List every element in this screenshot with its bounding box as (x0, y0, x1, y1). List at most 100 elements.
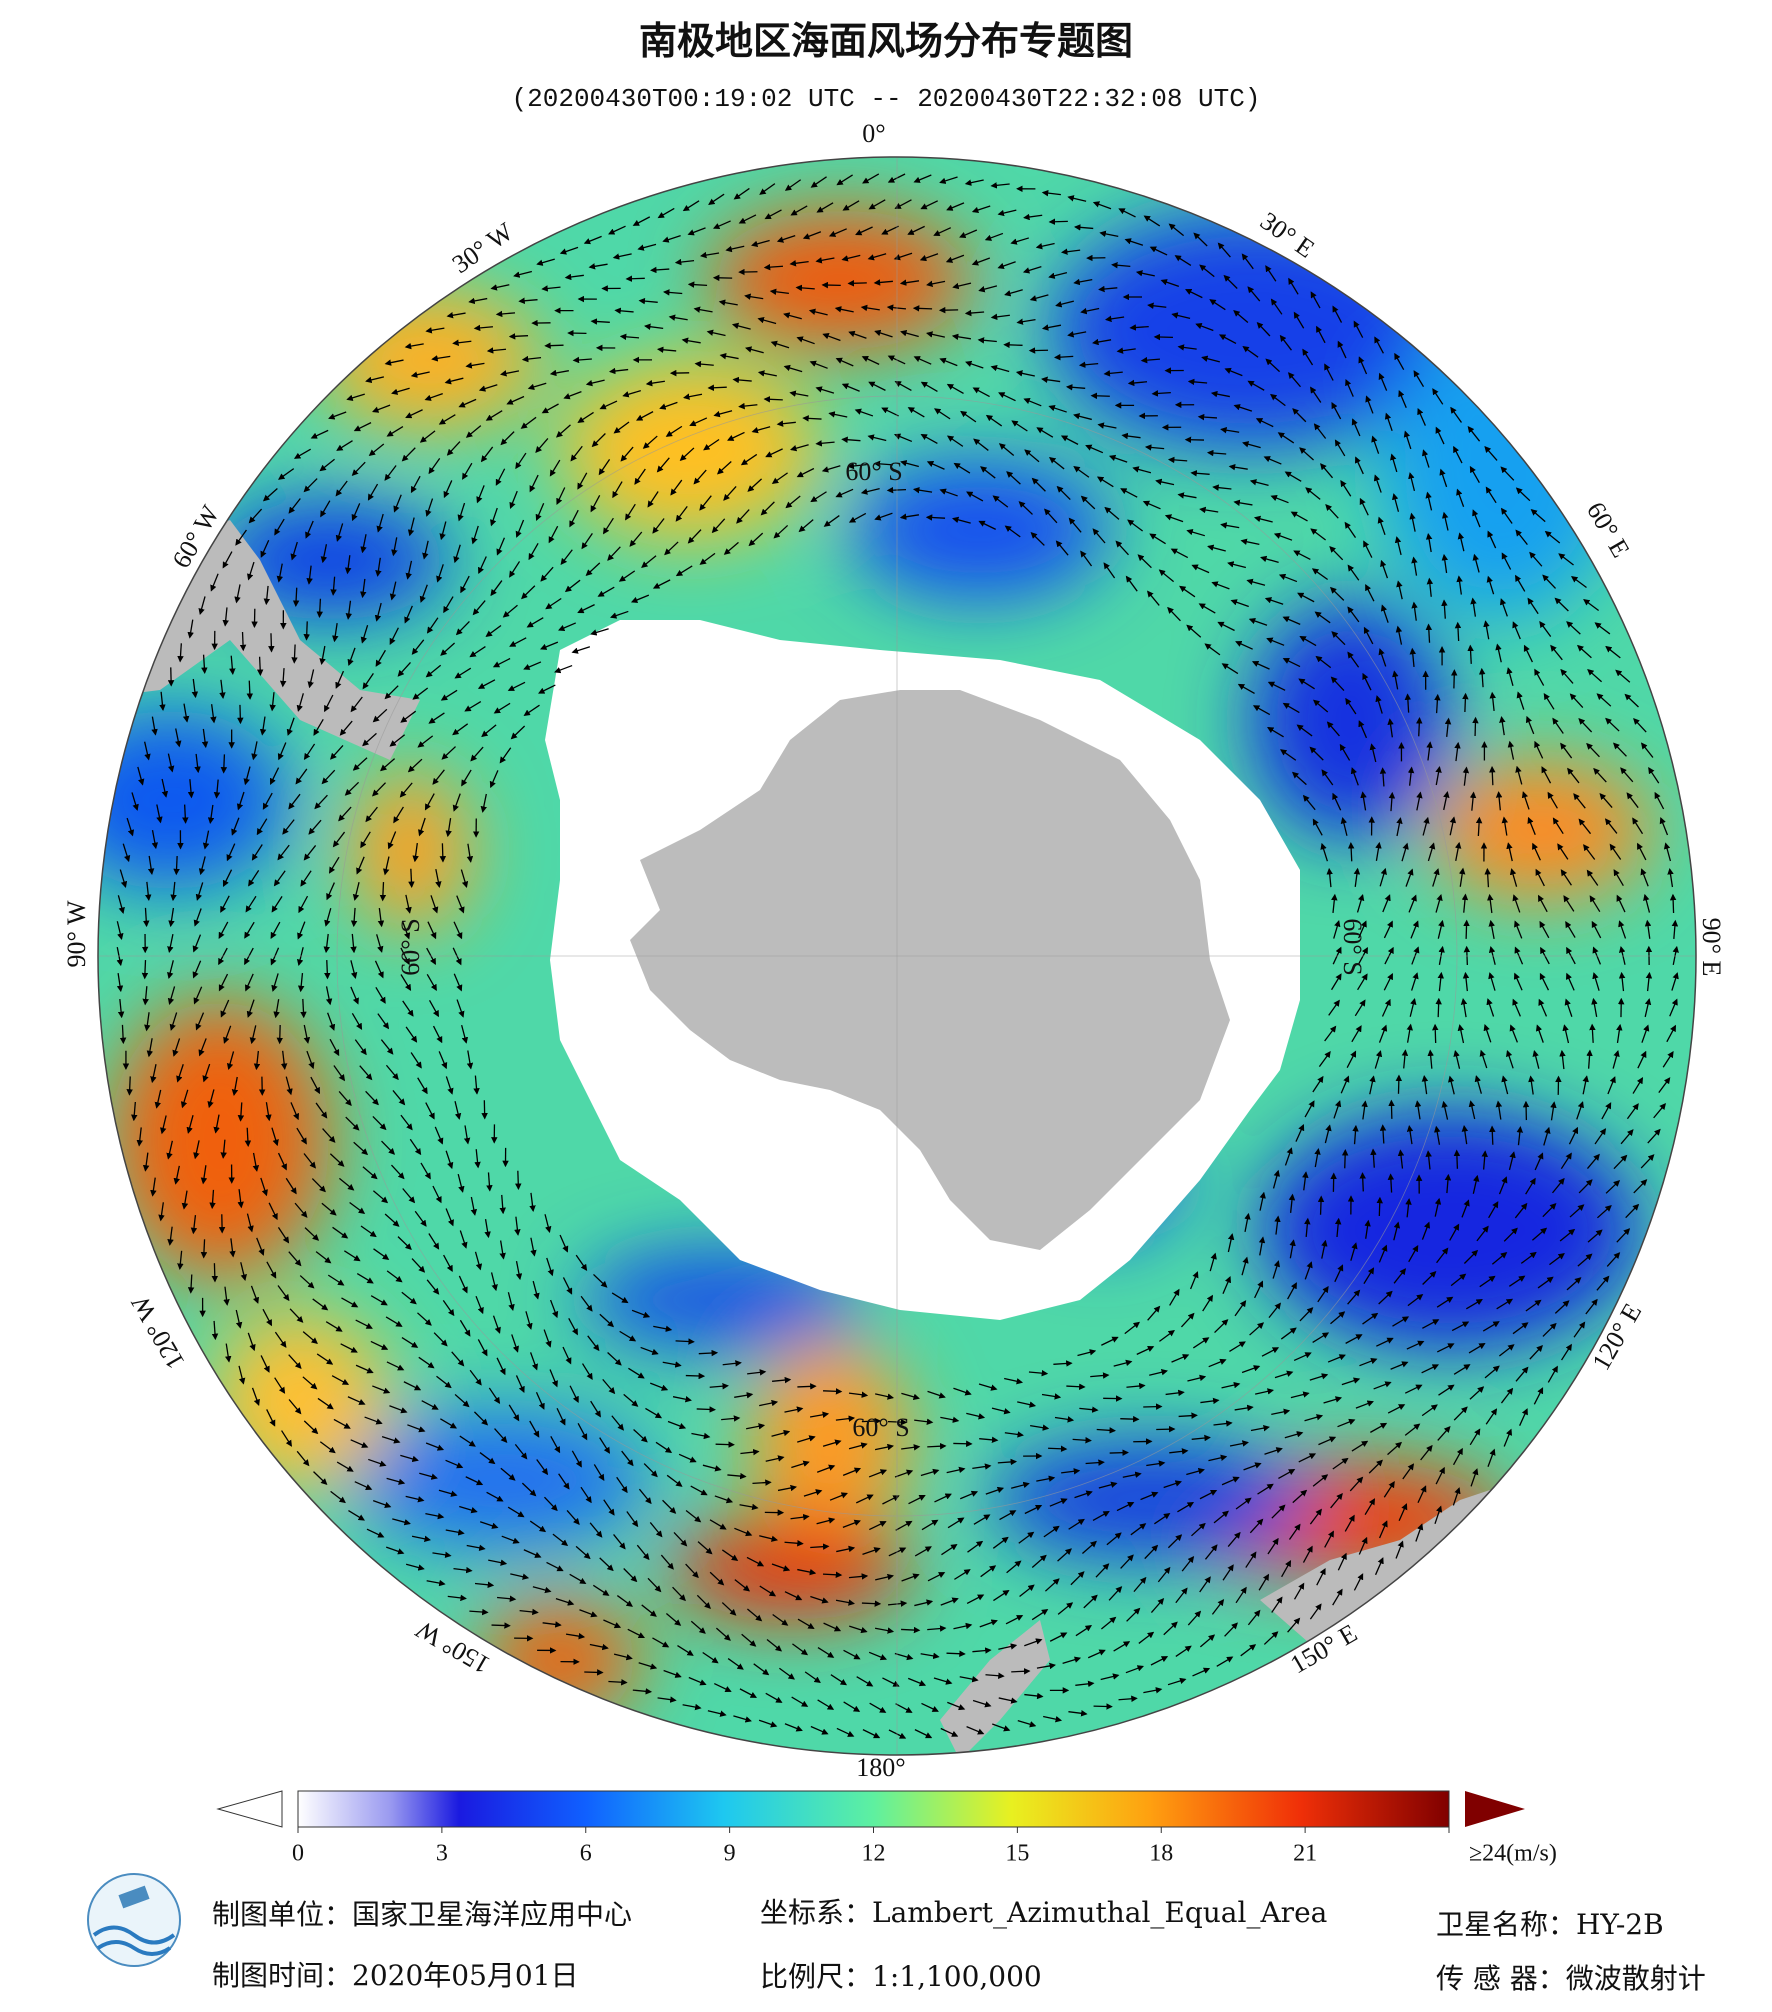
wind-arrow (686, 1376, 704, 1377)
wind-arrow (765, 399, 783, 400)
colorbar-tick-label: 12 (862, 1841, 886, 1867)
colorbar: 0 3 6 9 12 15 18 21 ≥24(m/s) (218, 1791, 1557, 1867)
wind-arrow (823, 1391, 841, 1392)
longitude-label: 90° E (1697, 918, 1726, 977)
wind-arrow (294, 645, 295, 663)
wind-arrow (307, 621, 308, 639)
wind-arrow (243, 632, 244, 650)
wind-arrow (1094, 1706, 1112, 1707)
satellite: 卫星名称：HY-2B (1436, 1908, 1664, 1941)
wind-arrow (676, 1341, 694, 1342)
wind-arrow (1351, 843, 1352, 861)
wind-arrow (1458, 623, 1459, 641)
latitude-label: 60° S (852, 1413, 909, 1442)
map-date: 制图时间：2020年05月01日 (212, 1959, 579, 1992)
wind-arrow (1466, 921, 1467, 939)
wind-arrow (1465, 694, 1466, 712)
latitude-label: 60° S (845, 457, 902, 486)
colorbar-tick-label: 9 (724, 1841, 736, 1867)
latitude-label: 60° S (396, 918, 425, 975)
wind-arrow (1011, 1671, 1029, 1672)
wind-arrow (1110, 1452, 1128, 1453)
wind-arrow (1050, 221, 1068, 222)
sensor: 传 感 器：微波散射计 (1436, 1962, 1706, 1995)
wind-arrow (1048, 1448, 1066, 1449)
map-title: 南极地区海面风场分布专题图 (639, 19, 1133, 63)
wind-arrow (224, 754, 225, 772)
wind-arrow (271, 633, 272, 651)
wind-arrow (214, 1263, 215, 1281)
wind-arrow (492, 1625, 510, 1626)
wind-arrow (1092, 396, 1110, 397)
wind-arrow (176, 856, 177, 874)
wind-arrow (145, 960, 146, 978)
wind-arrow (927, 517, 945, 518)
wind-arrow (709, 387, 727, 388)
wind-arrow (1321, 1197, 1322, 1215)
wind-map (50, 157, 1696, 1760)
wind-arrow (697, 1409, 715, 1410)
wind-arrow (849, 283, 867, 284)
longitude-label: 0° (862, 119, 885, 148)
colorbar-tick-label: 6 (580, 1841, 592, 1867)
wind-arrow (946, 1653, 964, 1654)
wind-arrow (129, 1076, 130, 1094)
wind-arrow (122, 1025, 123, 1043)
wind-arrow (1492, 767, 1493, 785)
wind-arrow (510, 336, 528, 337)
wind-arrow (1457, 1151, 1458, 1169)
wind-arrow (584, 1672, 602, 1673)
wind-arrow (442, 843, 443, 861)
wind-arrow (797, 1386, 815, 1387)
wind-arrow (1005, 345, 1023, 346)
logo (88, 1874, 180, 1966)
colorbar-tick-label: 15 (1005, 1841, 1029, 1867)
wind-arrow (1454, 670, 1455, 688)
colorbar-tick-label: ≥24(m/s) (1469, 1841, 1557, 1867)
wind-arrow (204, 1239, 205, 1257)
wind-arrow (303, 999, 304, 1017)
colorbar-gradient (298, 1791, 1449, 1827)
wind-arrow (1143, 1407, 1161, 1408)
wind-arrow (546, 345, 564, 346)
wind-arrow (280, 1025, 281, 1043)
wind-arrow (1120, 1419, 1138, 1420)
wind-arrow (1673, 895, 1674, 913)
wind-arrow (1345, 1150, 1346, 1168)
colorbar-tick-label: 21 (1293, 1841, 1317, 1867)
colorbar-tick-label: 0 (292, 1841, 304, 1867)
producer: 制图单位：国家卫星海洋应用中心 (212, 1898, 632, 1931)
longitude-label: 180° (856, 1753, 905, 1782)
wind-arrow (1492, 1127, 1493, 1145)
wind-arrow (518, 1171, 519, 1189)
wind-arrow (383, 882, 384, 900)
wind-arrow (914, 308, 932, 309)
longitude-label: 60° E (1581, 497, 1636, 562)
wind-arrow (411, 869, 412, 887)
wind-arrow (627, 278, 645, 279)
wind-arrow (1435, 1025, 1436, 1043)
wind-arrow (260, 657, 261, 675)
colorbar-min-arrow (218, 1791, 282, 1827)
wind-arrow (1066, 1386, 1084, 1387)
scale: 比例尺：1:1,100,000 (760, 1960, 1042, 1993)
longitude-label: 90° W (62, 900, 91, 967)
colorbar-tick-label: 18 (1149, 1841, 1173, 1867)
wind-arrow (249, 681, 250, 699)
colorbar-max-arrow (1465, 1791, 1525, 1827)
wind-arrow (185, 805, 186, 823)
projection: 坐标系：Lambert_Azimuthal_Equal_Area (760, 1896, 1327, 1929)
wind-arrow (1438, 999, 1439, 1017)
wind-arrow (901, 1629, 919, 1630)
wind-arrow (699, 1353, 717, 1354)
latitude-label: 60° S (1338, 918, 1367, 975)
wind-arrow (1379, 1198, 1380, 1216)
colorbar-tick-label: 3 (436, 1841, 448, 1867)
wind-arrow (716, 1444, 734, 1445)
wind-arrow (1362, 1173, 1363, 1191)
wind-arrow (862, 1603, 880, 1604)
time-range: (20200430T00:19:02 UTC -- 20200430T22:32… (512, 84, 1261, 114)
footer: 制图单位：国家卫星海洋应用中心 制图时间：2020年05月01日 坐标系：Lam… (88, 1874, 1706, 1995)
